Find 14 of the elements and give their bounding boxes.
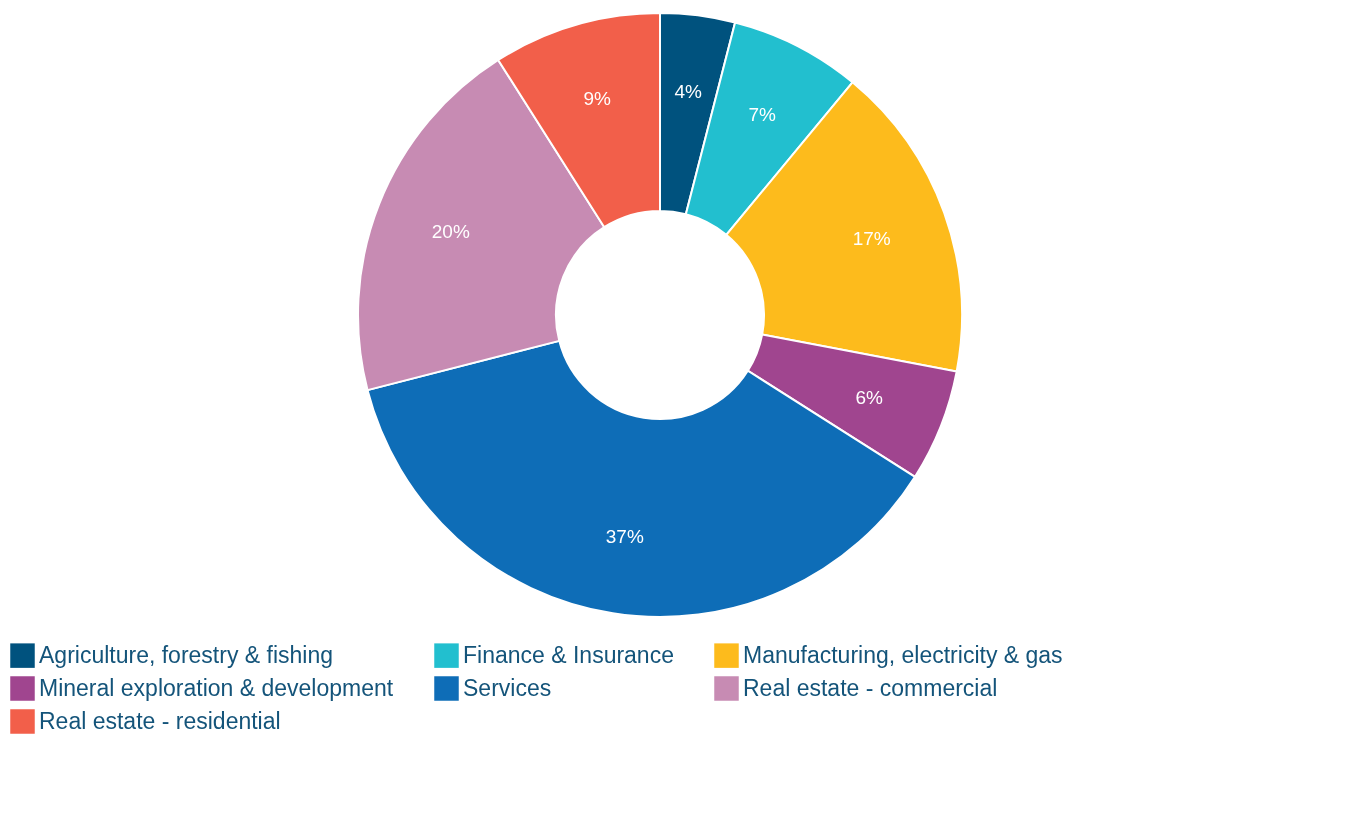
data-label: 20% xyxy=(431,221,470,243)
legend-label: Agriculture, forestry & fishing xyxy=(39,641,334,668)
legend-label: Finance & Insurance xyxy=(463,641,674,668)
data-label: 17% xyxy=(852,227,891,249)
legend-label: Manufacturing, electricity & gas xyxy=(743,641,1063,668)
data-label: 37% xyxy=(605,526,644,548)
data-label: 4% xyxy=(674,80,703,102)
legend-label: Mineral exploration & development xyxy=(39,674,394,701)
data-label: 6% xyxy=(855,386,884,408)
data-label: 9% xyxy=(583,87,612,109)
legend-label: Services xyxy=(463,674,552,701)
legend-label: Real estate - residential xyxy=(39,707,281,734)
data-label: 7% xyxy=(748,103,776,125)
legend-label: Real estate - commercial xyxy=(743,674,998,701)
